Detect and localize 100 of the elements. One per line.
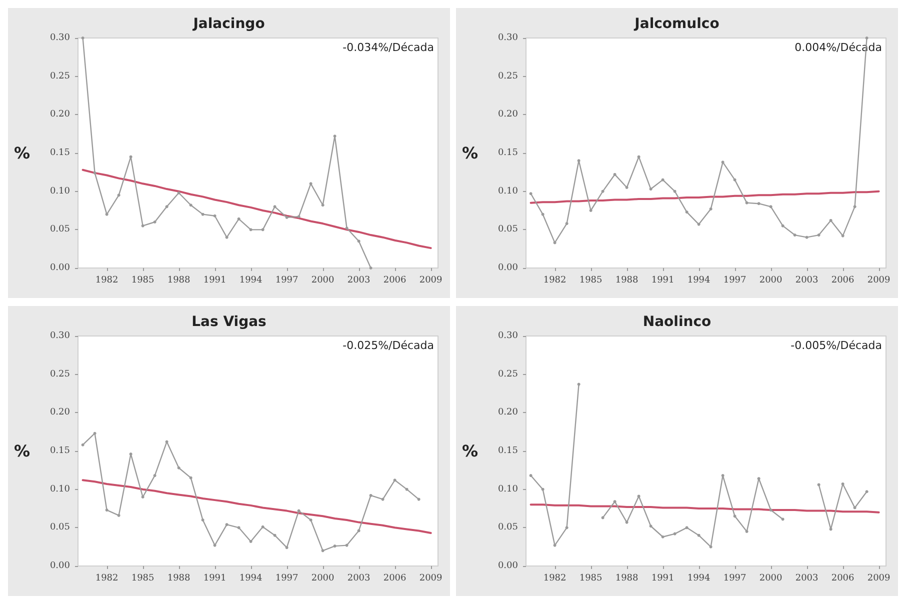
point	[565, 526, 568, 530]
x-tick-label: 1988	[167, 574, 191, 584]
point	[829, 528, 832, 531]
point	[393, 478, 396, 482]
x-tick-label: 1982	[95, 276, 118, 286]
x-tick-label: 2006	[383, 276, 407, 286]
point	[93, 432, 96, 435]
line-series	[530, 504, 880, 514]
line-series	[82, 168, 432, 250]
point	[357, 529, 360, 532]
point	[793, 234, 796, 237]
point	[565, 222, 568, 226]
x-tick-label: 2006	[831, 574, 855, 584]
point	[189, 476, 192, 480]
point	[297, 509, 300, 512]
point	[553, 544, 556, 547]
annotation: 0.004%/Década	[794, 41, 882, 54]
x-tick-label: 1985	[579, 276, 603, 286]
y-tick-label: 0.30	[498, 33, 518, 43]
point	[417, 498, 420, 501]
point	[733, 178, 736, 182]
x-tick-label: 1991	[651, 574, 674, 584]
point	[529, 474, 532, 478]
point	[769, 508, 772, 512]
y-axis-title: %	[14, 144, 30, 162]
x-tick-label: 1985	[579, 574, 603, 584]
point	[865, 490, 868, 494]
annotation: -0.005%/Década	[790, 339, 882, 352]
point	[529, 192, 532, 196]
y-tick-label: 0.25	[50, 369, 70, 380]
point	[153, 474, 156, 478]
point	[273, 534, 276, 537]
point	[853, 205, 856, 208]
line-series	[530, 190, 880, 204]
x-tick-label: 1988	[615, 574, 639, 584]
x-tick-label: 1988	[615, 276, 639, 286]
x-tick-label: 2009	[867, 276, 891, 286]
y-tick-label: 0.10	[498, 186, 518, 196]
y-tick-label: 0.30	[498, 331, 518, 341]
point	[117, 514, 120, 517]
point	[781, 224, 784, 228]
annotation: -0.025%/Década	[342, 339, 434, 352]
x-tick-label: 2000	[311, 276, 335, 286]
point	[369, 266, 372, 270]
point	[165, 440, 168, 444]
point	[261, 228, 264, 232]
y-tick-label: 0.15	[50, 446, 70, 456]
point	[541, 212, 544, 216]
point	[309, 182, 312, 186]
x-tick-label: 1994	[687, 276, 711, 286]
point	[309, 518, 312, 522]
y-tick-label: 0.20	[50, 110, 70, 120]
y-tick-label: 0.30	[50, 33, 70, 43]
y-tick-label: 0.15	[498, 148, 518, 158]
point	[769, 205, 772, 208]
point	[237, 526, 240, 530]
y-tick-label: 0.15	[498, 446, 518, 456]
point	[685, 210, 688, 214]
x-tick-label: 1991	[203, 276, 226, 286]
point	[637, 494, 640, 498]
point	[141, 496, 144, 498]
point	[577, 382, 580, 386]
point	[541, 488, 544, 491]
y-tick-label: 0.05	[50, 224, 70, 235]
x-tick-label: 1997	[275, 276, 299, 286]
x-tick-label: 2006	[383, 574, 407, 584]
y-tick-label: 0.20	[498, 110, 518, 120]
x-tick-label: 1994	[687, 574, 711, 584]
y-tick-label: 0.30	[50, 331, 70, 341]
point	[865, 36, 868, 40]
point	[841, 234, 844, 238]
y-tick-label: 0.20	[50, 408, 70, 418]
x-tick-label: 1997	[723, 574, 747, 584]
line-series	[81, 432, 420, 552]
point	[661, 535, 664, 538]
point	[745, 201, 748, 204]
x-tick-label: 1994	[239, 574, 263, 584]
point	[841, 482, 844, 486]
point	[757, 202, 760, 206]
point	[637, 155, 640, 158]
line-series	[82, 479, 432, 534]
chart-title: Jalcomulco	[634, 16, 720, 32]
point	[853, 506, 856, 510]
point	[625, 520, 628, 524]
y-tick-label: 0.15	[50, 148, 70, 158]
point	[697, 222, 700, 226]
point	[613, 172, 616, 176]
point	[357, 240, 360, 243]
x-tick-label: 2000	[311, 574, 335, 584]
point	[141, 224, 144, 228]
point	[297, 215, 300, 218]
point	[249, 540, 252, 543]
point	[285, 546, 288, 550]
x-tick-label: 1985	[131, 574, 155, 584]
point	[213, 544, 216, 547]
y-tick-label: 0.00	[498, 263, 518, 273]
x-tick-label: 1997	[723, 276, 747, 286]
point	[153, 220, 156, 224]
x-tick-label: 2006	[831, 276, 855, 286]
y-tick-label: 0.10	[50, 484, 70, 494]
